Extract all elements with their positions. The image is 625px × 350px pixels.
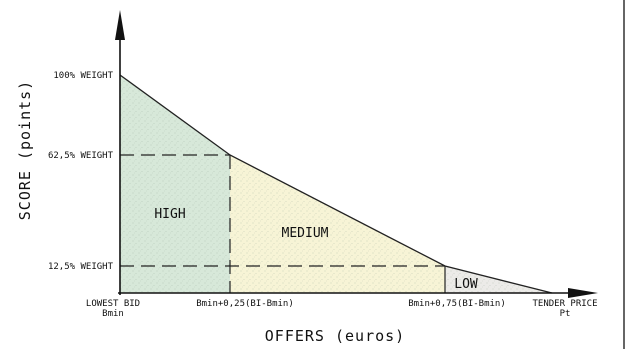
x-tick-075: Bmin+0,75(BI-Bmin) — [408, 299, 506, 309]
x-axis-title: OFFERS (euros) — [265, 327, 405, 345]
x-tick-tender-price: TENDER PRICE — [532, 299, 597, 309]
y-axis-title: SCORE (points) — [16, 80, 34, 220]
score-line — [119, 74, 553, 294]
y-tick-62-5: 62,5% WEIGHT — [48, 151, 114, 161]
x-axis-arrow — [568, 288, 598, 298]
zone-high-label: HIGH — [154, 207, 185, 222]
x-tick-lowest-bid-symbol: Bmin — [102, 309, 124, 319]
y-tick-100: 100% WEIGHT — [53, 71, 113, 81]
zone-medium-label: MEDIUM — [282, 226, 329, 241]
zone-texture — [120, 75, 552, 293]
x-tick-lowest-bid: LOWEST BID — [86, 299, 140, 309]
y-tick-12-5: 12,5% WEIGHT — [48, 262, 114, 272]
y-axis-arrow — [115, 10, 125, 40]
x-tick-025: Bmin+0,25(BI-Bmin) — [196, 299, 294, 309]
zone-low-label: LOW — [454, 277, 478, 292]
x-tick-tender-price-symbol: Pt — [560, 309, 571, 319]
